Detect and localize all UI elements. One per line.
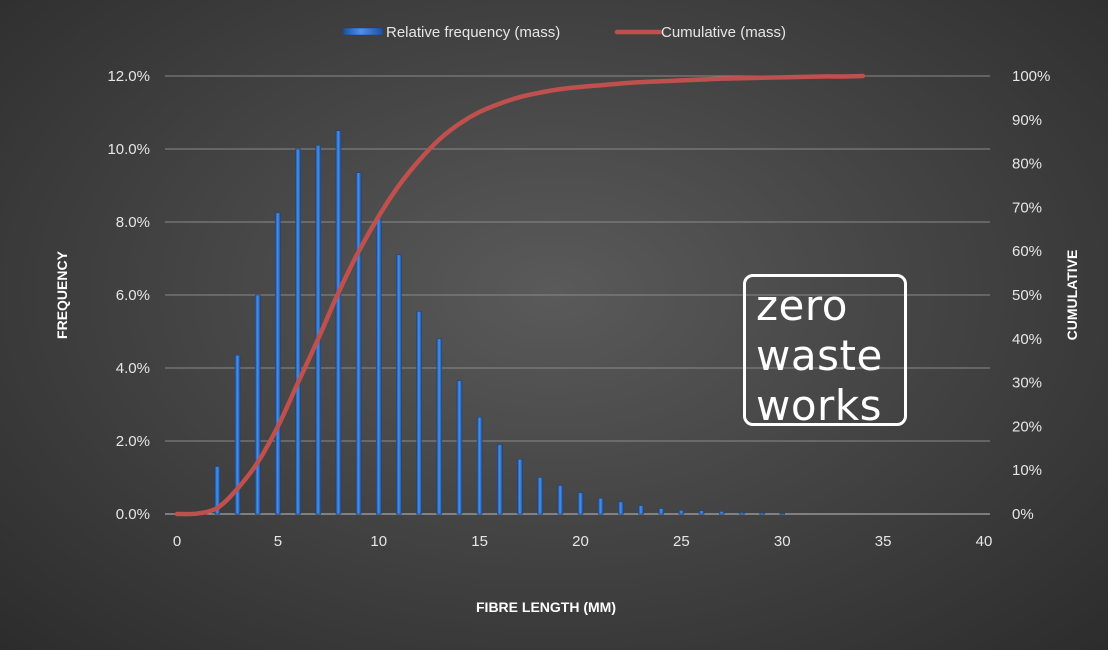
frequency-bar bbox=[739, 512, 745, 515]
frequency-bar bbox=[335, 130, 342, 515]
frequency-bar bbox=[456, 380, 463, 515]
x-tick-label: 15 bbox=[471, 533, 488, 550]
frequency-bar bbox=[698, 510, 705, 515]
y-tick-label: 10.0% bbox=[107, 141, 150, 158]
y-tick-label: 0.0% bbox=[116, 506, 150, 523]
frequency-bar bbox=[597, 498, 604, 515]
y2-tick-label: 100% bbox=[1012, 68, 1050, 85]
cumulative-line-group bbox=[174, 73, 866, 517]
x-tick-label: 10 bbox=[370, 533, 387, 550]
frequency-bar bbox=[476, 417, 483, 515]
y2-tick-label: 90% bbox=[1012, 112, 1042, 129]
frequency-bar bbox=[718, 511, 725, 515]
x-tick-label: 30 bbox=[774, 533, 791, 550]
frequency-bar bbox=[537, 477, 543, 515]
x-tick-label: 5 bbox=[274, 533, 282, 550]
y-tick-label: 8.0% bbox=[116, 214, 150, 231]
frequency-bar bbox=[396, 254, 402, 515]
legend-swatch-frequency bbox=[342, 27, 384, 36]
legend: Relative frequency (mass) Cumulative (mas… bbox=[342, 24, 786, 41]
legend-label-cumulative: Cumulative (mass) bbox=[661, 24, 786, 41]
frequency-bar bbox=[517, 459, 523, 515]
frequency-bar bbox=[416, 311, 422, 515]
frequency-bar bbox=[678, 510, 685, 515]
frequency-bar bbox=[295, 148, 301, 515]
frequency-bar bbox=[355, 172, 362, 515]
frequency-bar bbox=[214, 466, 221, 515]
frequency-bar bbox=[658, 508, 664, 515]
y2-tick-label: 0% bbox=[1012, 506, 1034, 523]
legend-label-frequency: Relative frequency (mass) bbox=[386, 24, 560, 41]
cumulative-line bbox=[174, 73, 866, 517]
y2-tick-label: 40% bbox=[1012, 331, 1042, 348]
x-tick-label: 35 bbox=[875, 533, 892, 550]
frequency-bar bbox=[275, 212, 281, 515]
y-tick-label: 12.0% bbox=[107, 68, 150, 85]
logo-line-works: works bbox=[756, 381, 883, 430]
y2-tick-label: 20% bbox=[1012, 418, 1042, 435]
y-axis-right: 0% 10% 20% 30% 40% 50% 60% 70% 80% 90% 100% bbox=[1012, 68, 1050, 523]
y2-tick-label: 30% bbox=[1012, 375, 1042, 392]
y-axis-left: 0.0% 2.0% 4.0% 6.0% 8.0% 10.0% 12.0% bbox=[107, 68, 150, 523]
frequency-bar bbox=[436, 338, 443, 515]
x-axis-title: FIBRE LENGTH (MM) bbox=[476, 599, 616, 615]
logo-line-zero: zero bbox=[756, 281, 848, 330]
frequency-bar bbox=[497, 444, 503, 515]
logo-line-waste: waste bbox=[756, 331, 883, 380]
frequency-bar bbox=[618, 501, 624, 515]
x-tick-label: 25 bbox=[673, 533, 690, 550]
frequency-bars bbox=[194, 130, 785, 515]
frequency-bar bbox=[577, 492, 584, 515]
y-tick-label: 2.0% bbox=[116, 433, 150, 450]
y-tick-label: 6.0% bbox=[116, 287, 150, 304]
y2-axis-title: CUMULATIVE bbox=[1064, 250, 1080, 341]
y2-tick-label: 80% bbox=[1012, 156, 1042, 173]
y-axis-title: FREQUENCY bbox=[54, 250, 70, 339]
frequency-bar bbox=[759, 512, 765, 515]
frequency-bar bbox=[557, 485, 564, 515]
frequency-bar bbox=[779, 513, 785, 515]
frequency-bar bbox=[638, 505, 644, 515]
x-axis: 0 5 10 15 20 25 30 35 40 bbox=[173, 533, 993, 550]
frequency-bar bbox=[376, 218, 382, 515]
x-tick-label: 0 bbox=[173, 533, 181, 550]
x-tick-label: 40 bbox=[976, 533, 993, 550]
frequency-bar bbox=[234, 354, 241, 515]
zero-waste-works-logo: zero waste works bbox=[743, 274, 907, 430]
y2-tick-label: 50% bbox=[1012, 287, 1042, 304]
y2-tick-label: 70% bbox=[1012, 199, 1042, 216]
frequency-bar bbox=[254, 294, 261, 515]
y-tick-label: 4.0% bbox=[116, 360, 150, 377]
x-tick-label: 20 bbox=[572, 533, 589, 550]
y2-tick-label: 60% bbox=[1012, 243, 1042, 260]
y2-tick-label: 10% bbox=[1012, 462, 1042, 479]
